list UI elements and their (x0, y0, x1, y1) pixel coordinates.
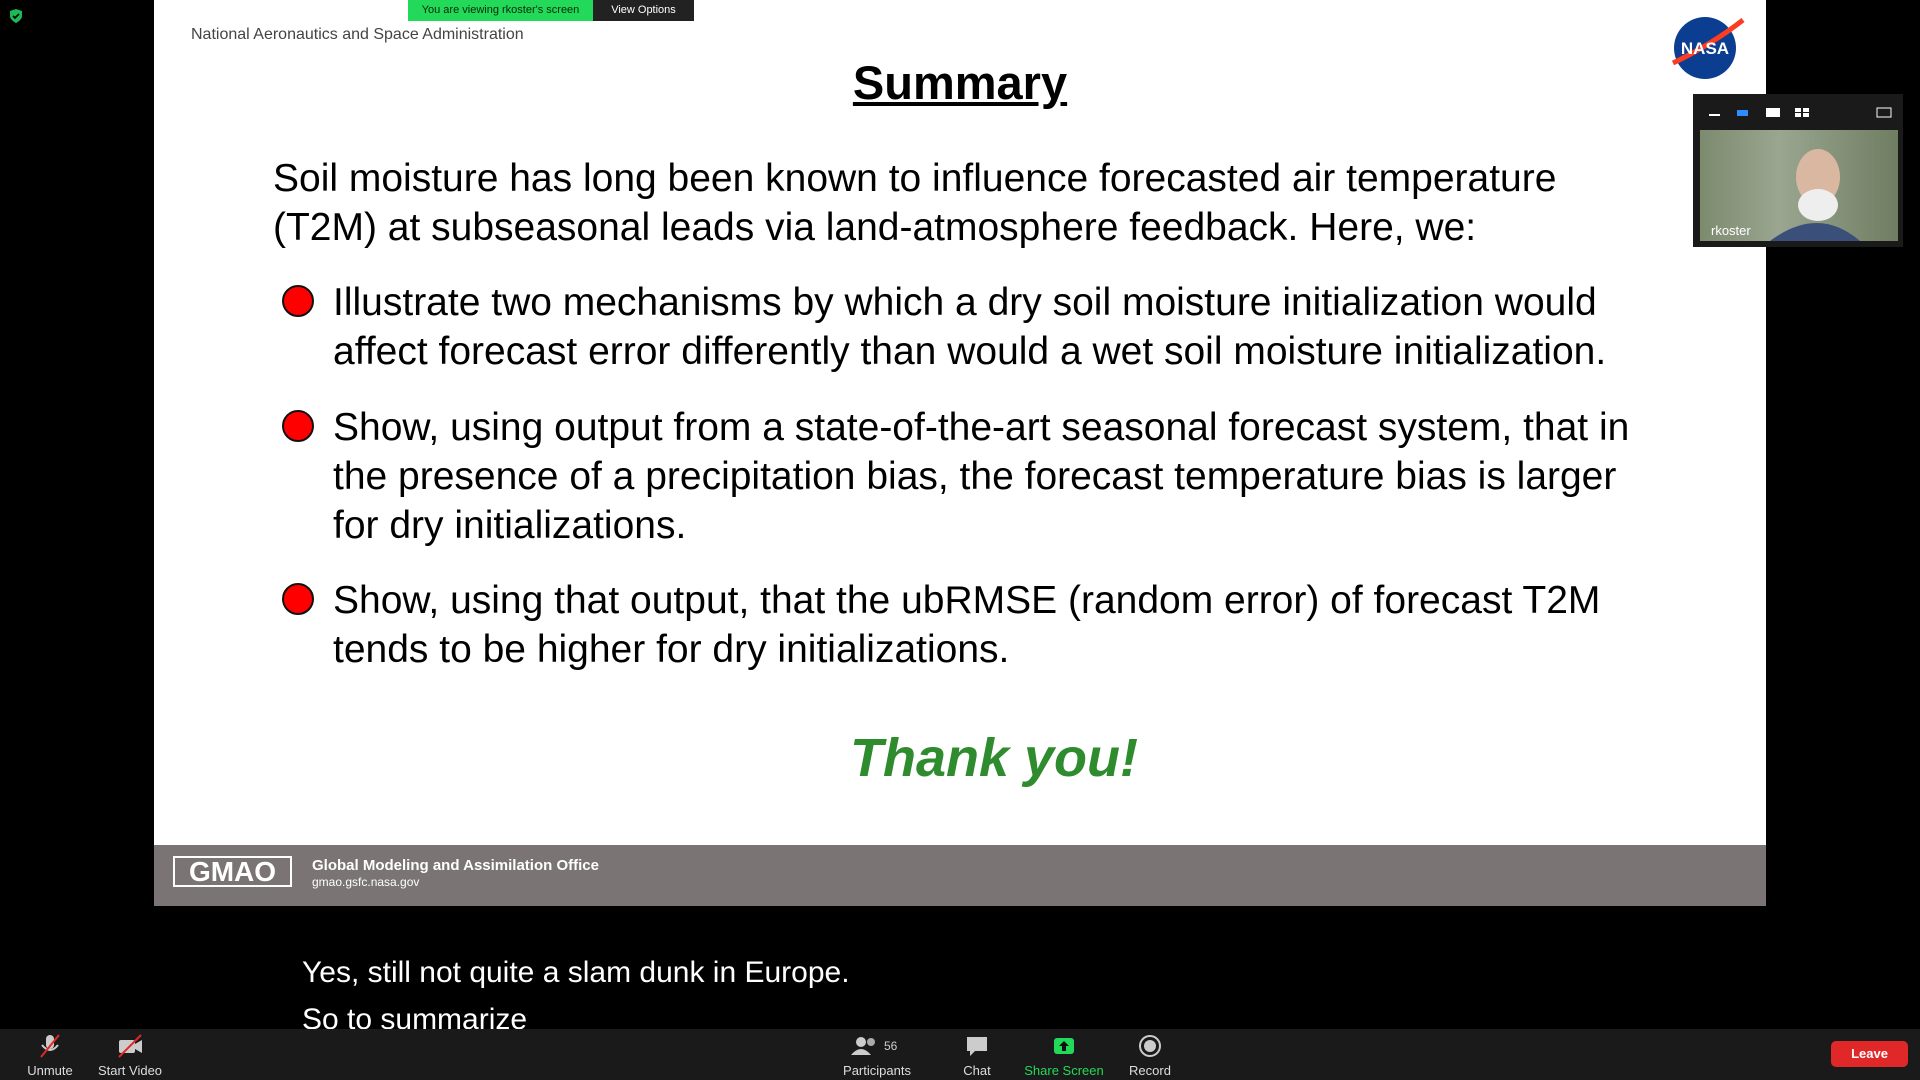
bullet-line: for dry initializations. (333, 504, 687, 547)
video-button[interactable]: Start Video (75, 1033, 185, 1078)
label: Unmute (27, 1063, 73, 1078)
org-name: National Aeronautics and Space Administr… (191, 26, 524, 43)
label: Start Video (97, 1063, 163, 1078)
participants-button[interactable]: 56 Participants (822, 1033, 932, 1078)
label: Record (1129, 1063, 1171, 1078)
share-button[interactable]: Share Screen (1009, 1033, 1119, 1078)
chat-button[interactable]: Chat (922, 1033, 1032, 1078)
video-panel: rkoster (1693, 94, 1903, 247)
participant-name: rkoster (1711, 223, 1751, 238)
leave-button[interactable]: Leave (1831, 1041, 1908, 1067)
gmao-logo: GMAO (173, 856, 292, 887)
intro-line: Soil moisture has long been known to inf… (273, 157, 1557, 200)
shared-slide: National Aeronautics and Space Administr… (154, 0, 1766, 906)
bullet-line: Show, using output from a state-of-the-a… (333, 406, 1630, 449)
security-icon[interactable] (8, 8, 24, 24)
footer-url: gmao.gsfc.nasa.gov (312, 875, 420, 889)
nasa-logo: NASA (1671, 15, 1745, 80)
slide-title: Summary (852, 56, 1068, 109)
viewing-banner: You are viewing rkoster's screen (408, 0, 593, 21)
thank-you: Thank you! (849, 728, 1138, 788)
caption-line: Yes, still not quite a slam dunk in Euro… (302, 956, 850, 989)
bullet-line: Illustrate two mechanisms by which a dry… (333, 281, 1597, 324)
slide-footer: GMAO Global Modeling and Assimilation Of… (154, 845, 1766, 906)
footer-org: Global Modeling and Assimilation Office (312, 857, 599, 874)
bullet-line: affect forecast error differently than w… (333, 330, 1607, 373)
bullet-dot (282, 583, 314, 615)
participant-video: rkoster (1700, 130, 1898, 241)
label: Share Screen (1024, 1063, 1104, 1078)
bullet-dot (282, 410, 314, 442)
logo-text: NASA (1681, 39, 1729, 58)
label: Participants (843, 1063, 911, 1078)
toolbar: Unmute Start Video 56 Participants Chat S… (0, 1029, 1920, 1080)
bullet-dot (282, 285, 314, 317)
participant-count: 56 (884, 1039, 898, 1053)
record-button[interactable]: Record (1095, 1033, 1205, 1078)
label: Chat (963, 1063, 991, 1078)
bullet-line: tends to be higher for dry initializatio… (333, 628, 1010, 671)
intro-line: (T2M) at subseasonal leads via land-atmo… (273, 206, 1477, 249)
bullet-line: the presence of a precipitation bias, th… (333, 455, 1617, 498)
video-controls[interactable] (1693, 100, 1903, 120)
unmute-button[interactable]: Unmute (0, 1033, 105, 1078)
bullet-line: Show, using that output, that the ubRMSE… (333, 579, 1601, 622)
view-options[interactable]: View Options (593, 0, 694, 21)
